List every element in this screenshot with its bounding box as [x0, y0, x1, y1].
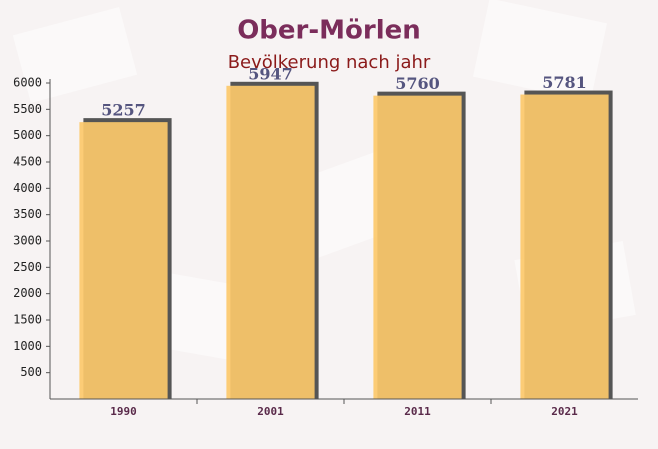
bar [79, 122, 168, 399]
chart-subtitle: Bevölkerung nach jahr [228, 52, 431, 73]
x-tick-label: 2021 [551, 405, 578, 418]
x-tick-label: 2001 [257, 405, 284, 418]
value-label: 5760 [395, 74, 440, 93]
y-tick-label: 1500 [13, 313, 42, 327]
y-tick-label: 4000 [13, 181, 42, 195]
value-label: 5947 [248, 64, 293, 83]
y-tick-label: 500 [20, 365, 42, 379]
y-tick-label: 1000 [13, 339, 42, 353]
y-tick-label: 5000 [13, 128, 42, 142]
y-tick-label: 2500 [13, 260, 42, 274]
x-tick-label: 2011 [404, 405, 431, 418]
y-tick-label: 2000 [13, 286, 42, 300]
x-tick-label: 1990 [110, 405, 137, 418]
y-tick-label: 5500 [13, 102, 42, 116]
bar [226, 85, 315, 400]
y-tick-label: 4500 [13, 155, 42, 169]
value-label: 5257 [101, 101, 146, 120]
y-tick-label: 3000 [13, 234, 42, 248]
chart-title: Ober-Mörlen [237, 16, 421, 46]
value-label: 5781 [542, 73, 587, 92]
y-tick-label: 6000 [13, 76, 42, 90]
bar [520, 94, 609, 399]
y-tick-label: 3500 [13, 207, 42, 221]
bar [373, 95, 462, 399]
